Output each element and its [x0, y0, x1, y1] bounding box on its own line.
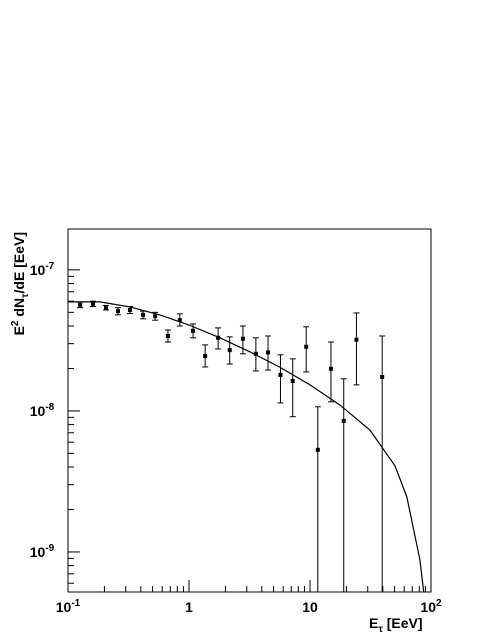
- data-point: [304, 344, 309, 349]
- label-part: 10: [420, 599, 436, 615]
- label-part: 10: [56, 599, 72, 615]
- x-tick-label: 102: [420, 598, 442, 615]
- label-part: E: [11, 326, 27, 335]
- label-part: 10: [30, 403, 46, 419]
- data-point: [153, 314, 158, 319]
- data-point: [380, 375, 385, 380]
- label-part: 2: [10, 320, 21, 326]
- label-part: 2: [436, 598, 442, 609]
- label-part: 10: [30, 544, 46, 560]
- label-part: 1: [185, 599, 193, 615]
- data-point: [315, 447, 320, 452]
- data-point: [354, 337, 359, 342]
- label-part: τ: [20, 293, 31, 298]
- model-curve: [68, 301, 425, 592]
- data-point: [240, 336, 245, 341]
- label-part: -8: [45, 402, 54, 413]
- y-tick-label: 10-7: [30, 261, 55, 278]
- y-axis-label: E2 dNτ/dE [EeV]: [10, 232, 31, 335]
- label-part: /dE [EeV]: [11, 232, 27, 293]
- x-axis-label: Eτ [EeV]: [369, 615, 423, 635]
- x-tick-label: 10-1: [56, 598, 81, 615]
- data-point: [227, 348, 232, 353]
- label-part: -1: [71, 598, 80, 609]
- data-point: [177, 318, 182, 323]
- label-part: E: [369, 615, 378, 631]
- plot-frame: [67, 228, 432, 593]
- data-point: [78, 302, 83, 307]
- data-point: [216, 335, 221, 340]
- label-part: [EeV]: [383, 615, 423, 631]
- data-point: [103, 305, 108, 310]
- data-point: [341, 418, 346, 423]
- label-part: -9: [45, 543, 54, 554]
- data-point: [191, 328, 196, 333]
- y-tick-label: 10-8: [30, 402, 55, 419]
- data-point: [141, 312, 146, 317]
- label-part: dN: [11, 298, 27, 321]
- label-part: τ: [378, 624, 383, 635]
- data-point: [165, 333, 170, 338]
- data-point: [203, 354, 208, 359]
- data-point: [328, 366, 333, 371]
- y-tick-label: 10-9: [30, 543, 55, 560]
- label-part: -7: [45, 261, 54, 272]
- data-point: [266, 350, 271, 355]
- data-point: [91, 301, 96, 306]
- data-point: [116, 309, 121, 314]
- label-part: 10: [30, 262, 46, 278]
- data-point: [290, 379, 295, 384]
- label-part: 10: [302, 599, 318, 615]
- x-tick-label: 10: [302, 599, 318, 615]
- data-layer: [68, 300, 425, 592]
- data-point: [253, 351, 258, 356]
- data-point: [127, 307, 132, 312]
- x-tick-label: 1: [185, 599, 193, 615]
- data-point: [278, 372, 283, 377]
